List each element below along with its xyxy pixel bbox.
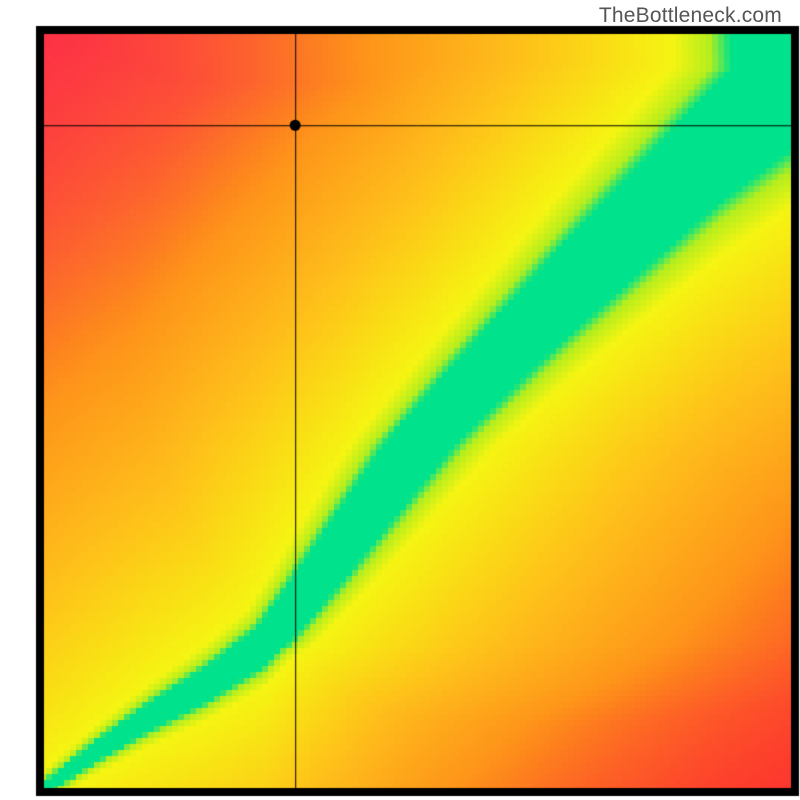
bottleneck-heatmap-canvas <box>0 0 800 800</box>
watermark-label: TheBottleneck.com <box>599 4 782 28</box>
